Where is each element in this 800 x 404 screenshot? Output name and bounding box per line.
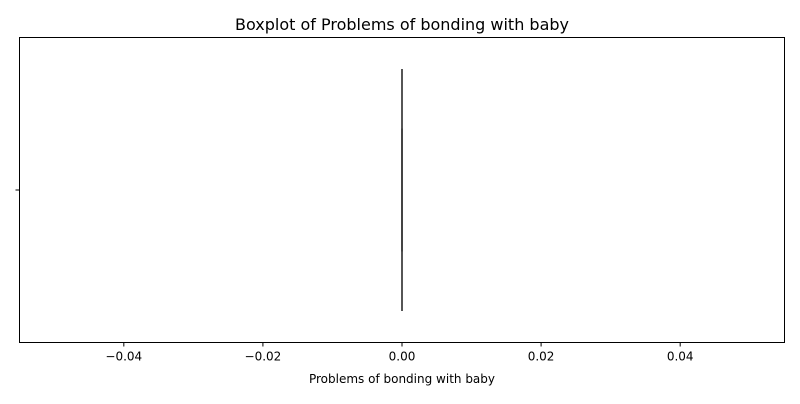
x-tick-label: −0.02 [245,350,282,364]
x-tick-label: 0.00 [389,350,416,364]
x-tick-label: 0.04 [667,350,694,364]
chart-title: Boxplot of Problems of bonding with baby [235,15,569,34]
x-tick-label: −0.04 [105,350,142,364]
x-tick-label: 0.02 [528,350,555,364]
x-axis-label: Problems of bonding with baby [309,372,495,386]
